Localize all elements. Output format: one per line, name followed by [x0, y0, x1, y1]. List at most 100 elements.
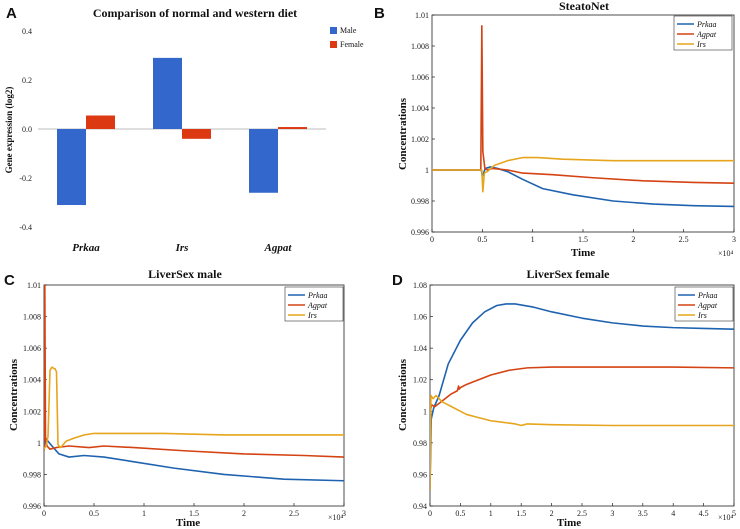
series-line-prkaa	[44, 437, 344, 482]
chart-title: SteatoNet	[559, 0, 609, 13]
series-group	[432, 25, 734, 208]
x-tick-label: Agpat	[264, 242, 293, 254]
x-tick-label: 2	[631, 235, 635, 244]
series-line-irs	[432, 156, 734, 193]
x-tick-label: Prkaa	[72, 242, 100, 254]
series-line-irs	[44, 366, 344, 450]
legend-label: Agpat	[696, 30, 717, 39]
x-tick-label: 4	[671, 509, 675, 518]
series-group	[44, 285, 344, 482]
y-tick-label: 0.96	[413, 470, 427, 479]
series-line-agpat	[432, 25, 734, 184]
chart-title: Comparison of normal and western diet	[93, 6, 297, 20]
bar-female-irs	[182, 129, 211, 139]
y-tick-label: 1.01	[415, 11, 429, 20]
x-tick-label: 2.5	[679, 235, 689, 244]
chart-title: LiverSex female	[527, 267, 611, 281]
bar-male-prkaa	[57, 129, 86, 206]
y-tick-label: 1	[425, 166, 429, 175]
bar-male-irs	[153, 57, 182, 129]
legend-label: Female	[340, 40, 364, 49]
y-axis-label: Concentrations	[8, 358, 20, 431]
x-tick-label: 0	[428, 509, 432, 518]
x-tick-label: 1.5	[578, 235, 588, 244]
panel-letter: A	[6, 5, 17, 22]
x-exponent: ×10⁴	[328, 513, 344, 522]
x-tick-label: 1	[531, 235, 535, 244]
y-tick-label: 1.008	[411, 42, 429, 51]
x-tick-label: 0	[430, 235, 434, 244]
x-exponent: ×10⁴	[718, 513, 734, 522]
series-line-prkaa	[430, 303, 734, 491]
y-tick-label: 1.008	[23, 313, 41, 322]
x-tick-label: 0.5	[455, 509, 465, 518]
series-group	[430, 303, 734, 491]
y-tick-label: 1.08	[413, 281, 427, 290]
y-tick-label: 1.004	[23, 376, 41, 385]
y-tick-label: 1	[423, 407, 427, 416]
bar-male-agpat	[249, 129, 278, 193]
panel-letter: B	[374, 5, 385, 22]
y-tick-label: 0.98	[413, 439, 427, 448]
y-tick-label: -0.2	[19, 174, 32, 183]
panel-letter: C	[4, 272, 15, 289]
legend-label: Agpat	[307, 301, 328, 310]
y-tick-label: 1.002	[411, 135, 429, 144]
x-tick-label: 3	[732, 235, 736, 244]
x-tick-label: 0	[42, 509, 46, 518]
x-axis-label: Time	[176, 517, 200, 529]
chart-panel-a: A Comparison of normal and western diet …	[4, 5, 364, 254]
y-tick-label: -0.4	[19, 223, 32, 232]
chart-panel-d: D LiverSex female Concentrations Time ×1…	[392, 267, 736, 529]
x-tick-label: Irs	[175, 242, 189, 254]
legend-label: Prkaa	[697, 291, 718, 300]
x-axis-label: Time	[571, 247, 595, 259]
legend-label: Prkaa	[307, 291, 328, 300]
y-tick-label: 1	[37, 439, 41, 448]
x-tick-label: 2.5	[577, 509, 587, 518]
x-axis-label: Time	[557, 517, 581, 529]
y-tick-label: 1.06	[413, 313, 427, 322]
x-tick-label: 1	[489, 509, 493, 518]
x-tick-label: 3.5	[638, 509, 648, 518]
y-tick-label: 1.006	[23, 344, 41, 353]
y-tick-label: 0.2	[22, 76, 32, 85]
x-tick-label: 0.5	[89, 509, 99, 518]
y-tick-label: 0.94	[413, 502, 427, 511]
panel-letter: D	[392, 272, 403, 289]
y-tick-label: 1.02	[413, 376, 427, 385]
x-tick-label: 1	[142, 509, 146, 518]
x-tick-label: 2	[242, 509, 246, 518]
x-tick-label: 2	[550, 509, 554, 518]
y-axis-label: Concentrations	[397, 97, 409, 170]
y-tick-label: 1.04	[413, 344, 427, 353]
x-tick-label: 3	[610, 509, 614, 518]
y-tick-label: 1.006	[411, 73, 429, 82]
legend-label: Agpat	[697, 301, 718, 310]
legend-label: Male	[340, 26, 357, 35]
bar-female-agpat	[278, 127, 307, 129]
y-tick-label: 1.002	[23, 407, 41, 416]
x-exponent: ×10⁴	[718, 249, 734, 258]
y-tick-label: 0.996	[23, 502, 41, 511]
series-line-agpat	[430, 366, 734, 412]
x-tick-label: 5	[732, 509, 736, 518]
y-tick-label: 0.0	[22, 125, 32, 134]
x-tick-label: 2.5	[289, 509, 299, 518]
series-line-agpat	[44, 285, 344, 458]
y-tick-label: 1.01	[27, 281, 41, 290]
chart-title: LiverSex male	[148, 267, 222, 281]
y-tick-label: 0.996	[411, 228, 429, 237]
legend-label: Irs	[696, 40, 706, 49]
legend-swatch	[330, 41, 337, 48]
series-line-prkaa	[432, 166, 734, 208]
y-axis-label: Concentrations	[397, 358, 409, 431]
legend-swatch	[330, 27, 337, 34]
y-tick-label: 0.998	[411, 197, 429, 206]
legend-label: Irs	[307, 311, 317, 320]
x-tick-label: 4.5	[699, 509, 709, 518]
x-tick-label: 1.5	[516, 509, 526, 518]
y-axis-label: Gene expression (log2)	[4, 87, 14, 174]
y-tick-label: 1.004	[411, 104, 429, 113]
bar-female-prkaa	[86, 115, 115, 129]
